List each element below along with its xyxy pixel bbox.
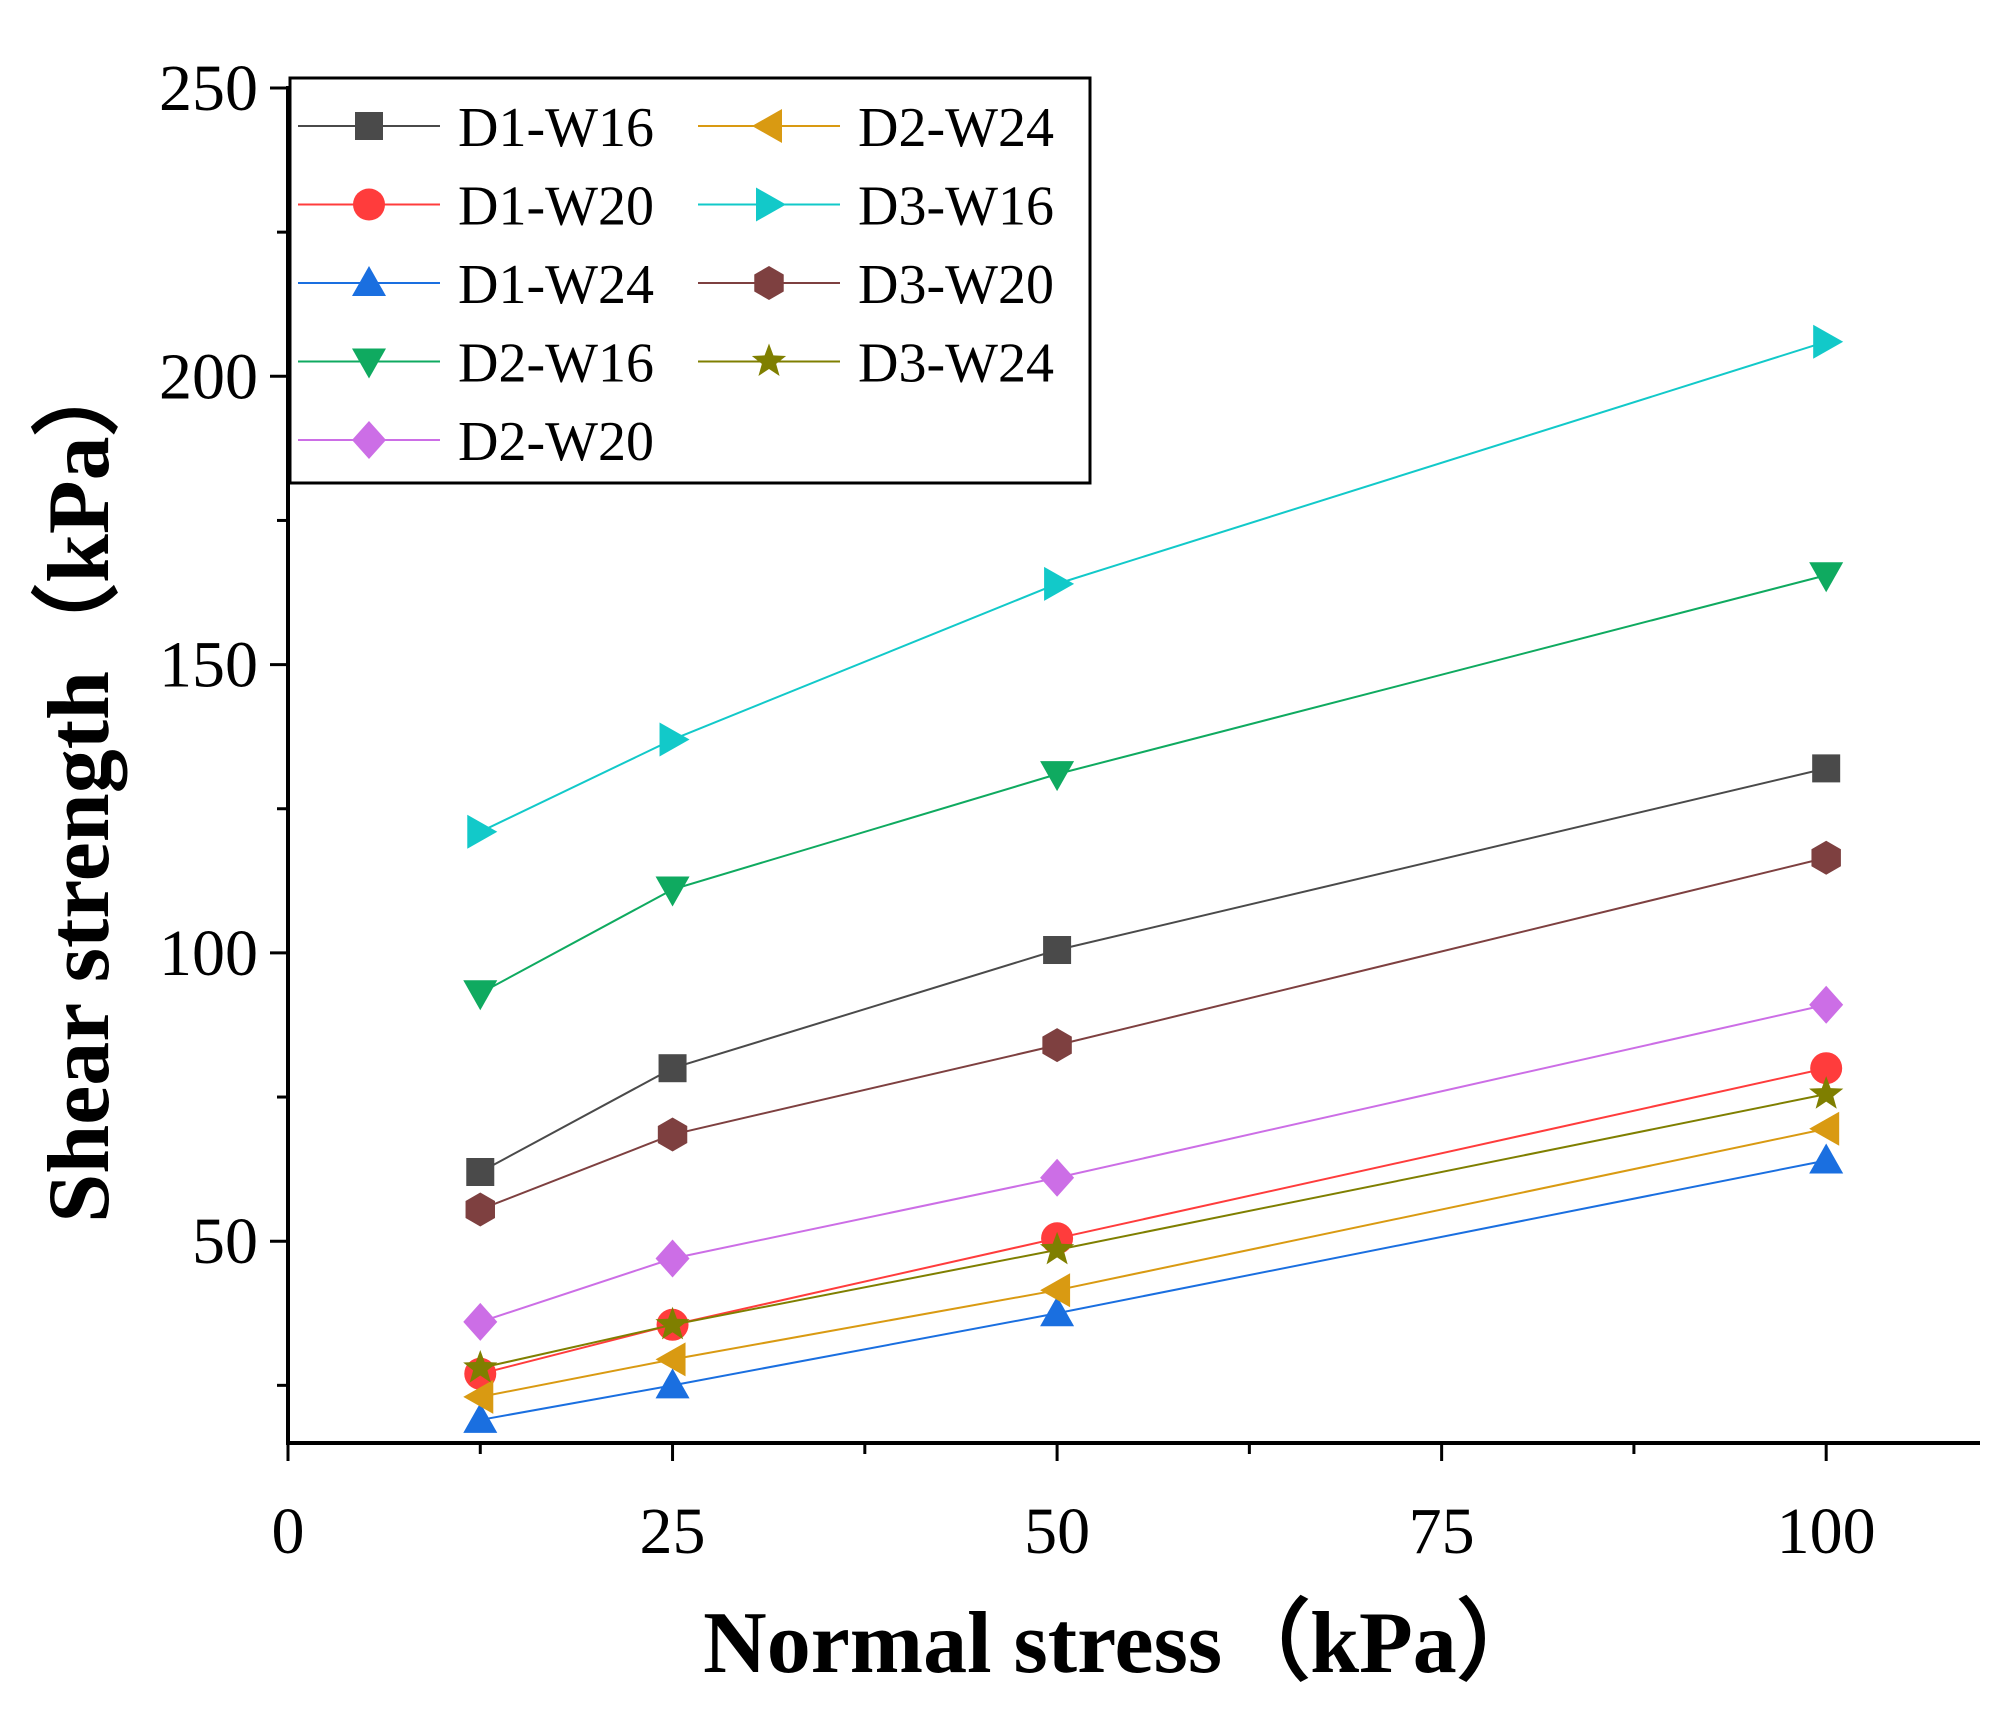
legend-label: D1-W16: [458, 97, 654, 159]
series-d3-w16: [467, 324, 1844, 849]
data-point: [655, 1342, 686, 1377]
legend-marker: [754, 266, 784, 300]
data-point: [659, 722, 690, 757]
y-tick-label: 50: [192, 1205, 258, 1278]
y-axis-title: Shear strength（kPa）: [31, 348, 128, 1222]
legend-label: D2-W20: [458, 411, 654, 473]
legend-label: D1-W24: [458, 254, 654, 316]
series-d2-w24: [463, 1111, 1840, 1414]
data-point: [1039, 1231, 1075, 1265]
data-point: [1043, 936, 1072, 965]
legend-entry: D1-W16: [298, 97, 654, 159]
data-point: [1809, 1076, 1844, 1109]
series-d1-w16: [466, 754, 1841, 1186]
data-point: [465, 1192, 495, 1227]
plot-area: 0 25 50 75 100 50 100 150 200 250: [159, 52, 1980, 1568]
data-point: [655, 1239, 690, 1278]
legend-entry: D2-W20: [298, 411, 654, 473]
x-tick-label: 50: [1024, 1495, 1090, 1568]
x-tick-label: 0: [272, 1495, 305, 1568]
data-point: [463, 1302, 498, 1341]
data-point: [1809, 1143, 1844, 1174]
y-tick-label: 100: [159, 917, 258, 990]
legend: D1-W16 D1-W20 D1-W24 D2-W16 D2-W20 D2-W24 D3-W…: [288, 76, 1092, 485]
series-d1-w20: [464, 1052, 1843, 1390]
y-tick-label: 200: [159, 340, 258, 413]
legend-entry: D3-W16: [698, 176, 1054, 238]
data-point: [463, 1379, 494, 1414]
series-d1-w24: [463, 1143, 1844, 1433]
legend-entry: D3-W24: [698, 333, 1054, 395]
data-point: [1809, 985, 1844, 1024]
data-point: [1809, 562, 1844, 593]
legend-marker: [353, 188, 385, 221]
legend-label: D3-W20: [858, 254, 1054, 316]
legend-entry: D3-W20: [698, 254, 1054, 316]
series-layer: [463, 324, 1844, 1433]
series-line: [479, 1003, 1827, 1323]
legend-label: D2-W16: [458, 333, 654, 395]
data-point: [463, 980, 498, 1011]
legend-marker: [352, 348, 386, 379]
legend-entry: D2-W16: [298, 333, 654, 395]
series-line: [479, 856, 1827, 1211]
legend-label: D2-W24: [858, 97, 1054, 159]
data-point: [657, 1117, 688, 1152]
x-axis-title: Normal stress（kPa）: [703, 1595, 1545, 1692]
data-point: [1040, 1273, 1071, 1308]
legend-marker: [355, 112, 383, 140]
legend-marker: [751, 343, 787, 377]
y-axis-ticks: 50 100 150 200 250: [159, 52, 288, 1387]
data-point: [1809, 1111, 1840, 1146]
y-tick-label: 150: [159, 629, 258, 702]
legend-label: D1-W20: [458, 176, 654, 238]
series-line: [479, 767, 1827, 1173]
data-point: [1040, 1296, 1075, 1327]
legend-entry: D2-W24: [698, 97, 1054, 159]
data-point: [466, 1158, 495, 1186]
legend-entry: D1-W24: [298, 254, 654, 316]
legend-label: D3-W24: [858, 333, 1054, 395]
data-point: [1810, 1052, 1843, 1085]
data-point: [1813, 324, 1844, 359]
data-point: [1811, 840, 1841, 875]
legend-marker: [352, 421, 386, 459]
legend-marker: [352, 266, 386, 296]
data-point: [1812, 754, 1841, 783]
series-line: [480, 1093, 1827, 1370]
data-point: [658, 1054, 687, 1083]
x-tick-label: 100: [1777, 1495, 1876, 1568]
data-point: [463, 1350, 498, 1383]
series-d3-w24: [463, 1076, 1844, 1383]
legend-marker: [752, 109, 782, 143]
series-d3-w20: [465, 840, 1841, 1227]
series-d2-w16: [463, 562, 1844, 1011]
series-line: [479, 574, 1827, 995]
series-line: [480, 1159, 1827, 1421]
legend-marker: [756, 187, 786, 222]
data-point: [467, 814, 498, 849]
series-d2-w20: [463, 985, 1844, 1341]
y-tick-label: 250: [159, 52, 258, 125]
data-point: [655, 1368, 690, 1399]
series-line: [480, 1127, 1827, 1398]
data-point: [1042, 1028, 1072, 1063]
data-point: [1044, 566, 1075, 601]
data-point: [655, 1306, 690, 1340]
legend-entry: D1-W20: [298, 176, 654, 238]
data-point: [463, 1402, 498, 1433]
data-point: [655, 876, 690, 907]
x-tick-label: 25: [640, 1495, 706, 1568]
series-line: [480, 1067, 1827, 1375]
legend-box: [288, 76, 1092, 485]
series-line: [479, 340, 1827, 833]
x-axis-ticks: 0 25 50 75 100: [272, 1443, 1876, 1568]
x-tick-label: 75: [1409, 1495, 1475, 1568]
legend-items: D1-W16 D1-W20 D1-W24 D2-W16 D2-W20 D2-W24 D3-W…: [298, 97, 1054, 473]
legend-label: D3-W16: [858, 176, 1054, 238]
data-point: [1040, 761, 1075, 792]
data-point: [1040, 1158, 1075, 1197]
